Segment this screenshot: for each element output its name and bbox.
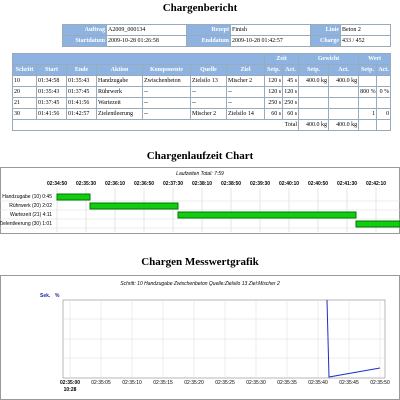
time-label: 02:36:10 — [105, 181, 125, 187]
total-row: Total 400.0 kg 400.0 kg — [11, 119, 392, 131]
time-label: 02:35:30 — [76, 181, 96, 187]
time-label: 02:40:10 — [279, 181, 299, 187]
runtime-bar — [177, 211, 357, 219]
header-table: Auftrag A2009_000134 Rezept Finish Linie Beto… — [62, 24, 391, 47]
total-label: Total — [11, 119, 300, 131]
y-axis-label: Sek. — [40, 293, 51, 299]
measure-line — [326, 299, 381, 378]
runtime-caption: Laufzeiten Total: 7:59 — [176, 171, 224, 177]
time-label: 02:35:05 — [91, 380, 111, 386]
header-key: Charge — [310, 35, 341, 47]
date-label: 10:28 — [64, 387, 77, 393]
runtime-title: Chargenlaufzeit Chart — [146, 150, 254, 162]
time-label: 02:35:40 — [308, 380, 328, 386]
header-row: Startdatum 2009-10-28 01:26:58 Enddatum 200… — [62, 35, 391, 47]
time-label: 02:35:50 — [370, 380, 390, 386]
time-label: 02:38:50 — [221, 181, 241, 187]
time-label: 02:42:10 — [366, 181, 386, 187]
time-label: 02:35:30 — [246, 380, 266, 386]
column-header: Act. — [328, 64, 360, 76]
time-label: 02:38:10 — [192, 181, 212, 187]
row-label: Wartezeit (21) 4:11 — [10, 212, 52, 218]
report-title: Chargenbericht — [162, 2, 238, 14]
time-label: 02:34:50 — [47, 181, 67, 187]
time-label: 02:37:30 — [163, 181, 183, 187]
runtime-bar — [355, 220, 400, 228]
time-label: 02:41:30 — [337, 181, 357, 187]
time-label: 02:35:35 — [277, 380, 297, 386]
measure-caption: Schritt: 10 Handzugabe Zwischenbeton Que… — [120, 281, 280, 287]
time-label: 02:40:50 — [308, 181, 328, 187]
cell — [376, 119, 392, 131]
time-label: 02:35:15 — [153, 380, 173, 386]
row-label: Rührwerk (20) 2:02 — [9, 203, 52, 209]
header-row: Auftrag A2009_000134 Rezept Finish Linie Beto… — [62, 24, 391, 36]
header-key: Auftrag — [62, 24, 107, 36]
header-value: 433 / 452 — [340, 35, 391, 47]
step-table: Zeit Gewicht Wert Schritt Start Ende Aktion Kom… — [11, 53, 392, 131]
time-label: 02:35:25 — [215, 380, 235, 386]
time-label: 02:39:30 — [250, 181, 270, 187]
total-value: 400.0 kg — [298, 119, 330, 131]
runtime-bar — [56, 193, 91, 201]
time-label: 02:36:50 — [134, 181, 154, 187]
time-label: 02:35:20 — [184, 380, 204, 386]
y2-axis-label: % — [55, 293, 60, 299]
time-label: 02:35:00 — [60, 380, 80, 386]
time-label: 02:35:45 — [339, 380, 359, 386]
total-value: 400.0 kg — [328, 119, 360, 131]
time-label: 02:35:10 — [122, 380, 142, 386]
header-value: 2009-10-28 01:42:57 — [230, 35, 311, 47]
runtime-bar — [89, 202, 179, 210]
step-row: 21 01:37:45 01:41:56 Wartezeit -- -- -- 250 s 25… — [12, 97, 392, 109]
measure-title: Chargen Messwertgrafik — [141, 256, 259, 268]
step-row: 20 01:35:43 01:37:45 Rührwerk -- -- -- 120 s 120… — [12, 86, 392, 98]
row-label: Handzugabe (10) 0:45 — [2, 194, 52, 200]
row-label: Zielentleerung (30) 1:01 — [0, 221, 52, 227]
header-key: Startdatum — [62, 35, 107, 47]
